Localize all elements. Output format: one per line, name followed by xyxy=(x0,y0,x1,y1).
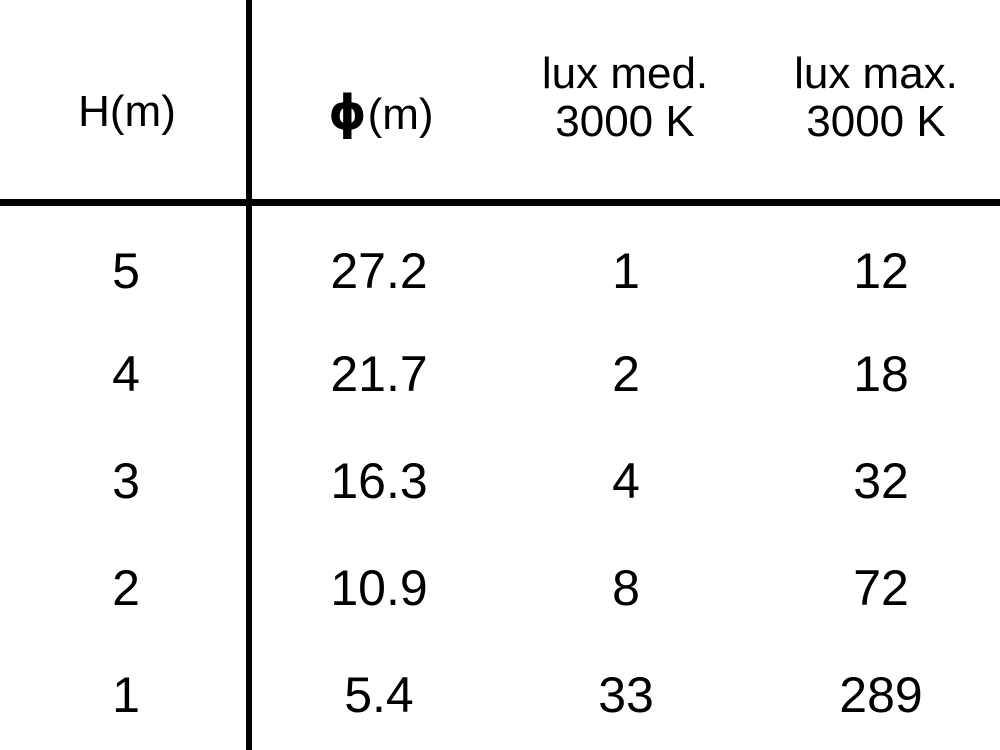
table-cell-diameter: 16.3 xyxy=(330,453,428,509)
table-cell-lux-max: 12 xyxy=(853,243,909,299)
column-header-lux-max: lux max. 3000 K xyxy=(752,50,1000,145)
column-header-lux-med-temperature: 3000 K xyxy=(555,96,695,146)
table-cell-height: 3 xyxy=(112,453,140,509)
table-cell-lux-max: 32 xyxy=(853,453,909,509)
table-cell-lux-med: 1 xyxy=(612,243,640,299)
table-cell-lux-med: 4 xyxy=(612,453,640,509)
table-cell-lux-med: 2 xyxy=(612,346,640,402)
table-cell-diameter: 21.7 xyxy=(330,346,428,402)
table-cell-lux-med: 33 xyxy=(598,667,654,723)
table-cell-lux-max: 72 xyxy=(853,560,909,616)
column-header-height: H(m) xyxy=(8,88,246,136)
column-header-diameter: ϕ(m) xyxy=(256,85,506,141)
column-header-lux-med: lux med. 3000 K xyxy=(500,50,750,145)
table-cell-diameter: 10.9 xyxy=(330,560,428,616)
column-header-height-label: H(m) xyxy=(78,87,176,136)
header-separator-horizontal-rule xyxy=(0,199,1000,206)
column-header-diameter-label: (m) xyxy=(367,90,434,139)
table-cell-lux-med: 8 xyxy=(612,560,640,616)
phi-symbol-icon: ϕ xyxy=(328,85,368,141)
table-cell-lux-max: 289 xyxy=(839,667,923,723)
table-cell-height: 1 xyxy=(112,667,140,723)
column-header-lux-max-temperature: 3000 K xyxy=(806,96,946,146)
table-cell-height: 4 xyxy=(112,346,140,402)
column-header-lux-max-label: lux max. xyxy=(794,49,958,98)
table-cell-height: 2 xyxy=(112,560,140,616)
table-cell-height: 5 xyxy=(112,243,140,299)
table-cell-diameter: 5.4 xyxy=(344,667,414,723)
column-header-lux-med-label: lux med. xyxy=(541,49,709,98)
table-cell-lux-max: 18 xyxy=(853,346,909,402)
column-divider-vertical-rule xyxy=(246,0,252,750)
table-cell-diameter: 27.2 xyxy=(330,243,428,299)
